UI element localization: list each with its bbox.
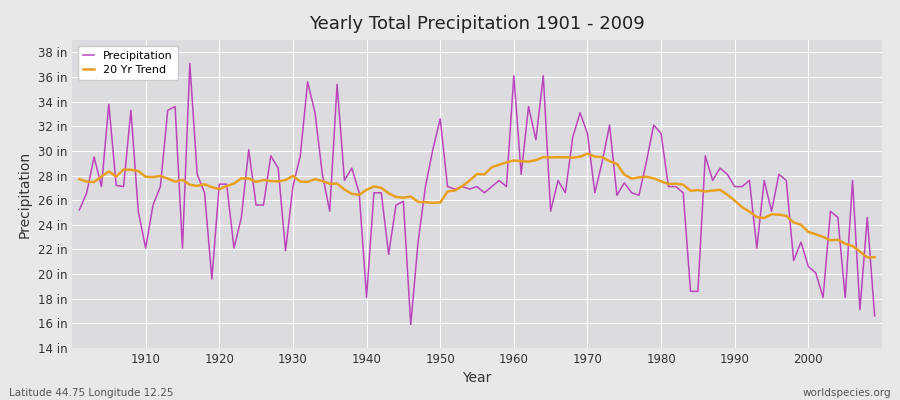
- Line: 20 Yr Trend: 20 Yr Trend: [79, 154, 875, 258]
- Legend: Precipitation, 20 Yr Trend: Precipitation, 20 Yr Trend: [77, 46, 178, 80]
- Title: Yearly Total Precipitation 1901 - 2009: Yearly Total Precipitation 1901 - 2009: [309, 15, 645, 33]
- Text: worldspecies.org: worldspecies.org: [803, 388, 891, 398]
- 20 Yr Trend: [508, 158, 519, 163]
- Precipitation: [184, 61, 195, 66]
- 20 Yr Trend: [295, 179, 306, 184]
- 20 Yr Trend: [862, 255, 873, 260]
- Precipitation: [611, 193, 622, 198]
- 20 Yr Trend: [74, 177, 85, 182]
- Y-axis label: Precipitation: Precipitation: [18, 150, 32, 238]
- 20 Yr Trend: [582, 151, 593, 156]
- Precipitation: [133, 209, 144, 214]
- 20 Yr Trend: [604, 159, 615, 164]
- X-axis label: Year: Year: [463, 372, 491, 386]
- Precipitation: [346, 166, 357, 170]
- Precipitation: [516, 172, 526, 177]
- 20 Yr Trend: [133, 169, 144, 174]
- Precipitation: [74, 208, 85, 212]
- 20 Yr Trend: [339, 187, 350, 192]
- 20 Yr Trend: [869, 255, 880, 260]
- Precipitation: [302, 80, 313, 84]
- Line: Precipitation: Precipitation: [79, 64, 875, 324]
- Precipitation: [405, 322, 416, 327]
- Precipitation: [869, 314, 880, 318]
- Precipitation: [523, 104, 534, 109]
- 20 Yr Trend: [501, 160, 512, 165]
- Text: Latitude 44.75 Longitude 12.25: Latitude 44.75 Longitude 12.25: [9, 388, 174, 398]
